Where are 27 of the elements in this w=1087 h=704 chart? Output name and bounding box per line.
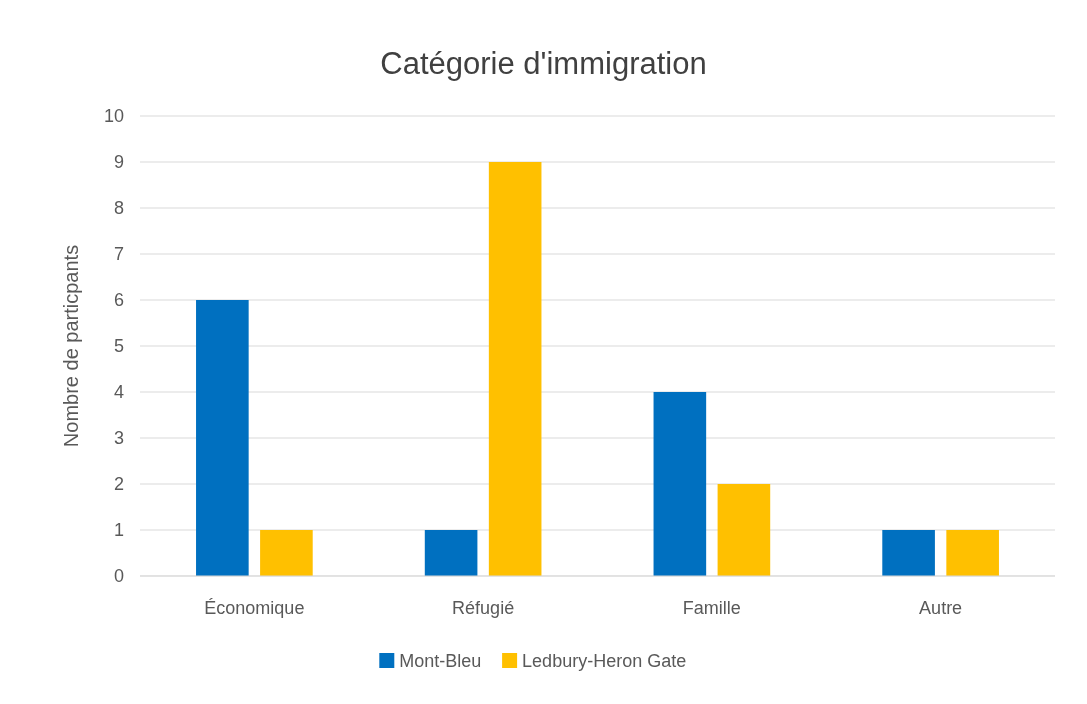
bar (653, 392, 707, 576)
chart-title: Catégorie d'immigration (380, 46, 707, 81)
y-tick-label: 0 (113, 566, 124, 587)
bar (260, 530, 313, 576)
bar (488, 162, 542, 576)
y-tick-label: 10 (103, 106, 124, 127)
y-tick-label: 7 (113, 244, 124, 265)
x-tick-label: Réfugié (452, 598, 515, 618)
bar (196, 300, 249, 576)
bar (717, 484, 771, 576)
x-tick-label: Autre (919, 598, 963, 618)
y-axis-title: Nombre de particpants (60, 244, 82, 448)
x-tick-label: Économique (204, 598, 305, 618)
bar (882, 530, 935, 576)
bar (424, 530, 478, 576)
y-tick-label: 3 (113, 428, 124, 449)
y-tick-label: 9 (113, 152, 124, 173)
legend-label: Mont-Bleu (399, 651, 482, 672)
y-tick-label: 1 (113, 520, 124, 541)
legend-label: Ledbury-Heron Gate (522, 651, 687, 672)
x-tick-label: Famille (682, 598, 741, 618)
y-tick-label: 5 (113, 336, 124, 357)
bar (946, 530, 999, 576)
y-tick-label: 8 (113, 198, 124, 219)
y-tick-label: 6 (113, 290, 124, 311)
y-tick-label: 4 (113, 382, 124, 403)
y-tick-label: 2 (113, 474, 124, 495)
